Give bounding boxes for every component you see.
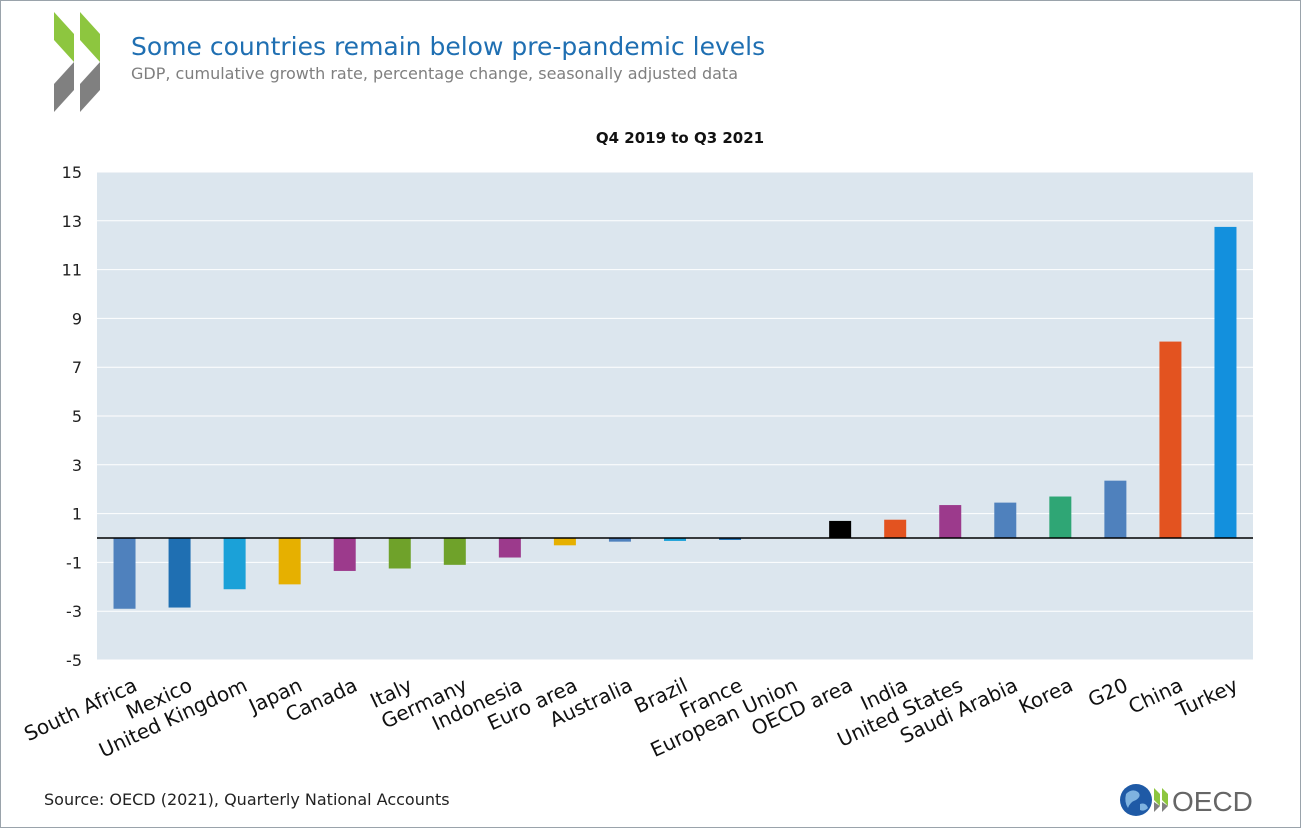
oecd-chevron-logo-icon (54, 12, 100, 112)
y-tick-label: -5 (66, 651, 82, 670)
y-tick-label: 13 (62, 212, 82, 231)
globe-icon (1120, 784, 1152, 816)
y-tick-label: 3 (72, 456, 82, 475)
source-note: Source: OECD (2021), Quarterly National … (44, 790, 450, 809)
y-tick-label: -3 (66, 602, 82, 621)
chart-title: Some countries remain below pre-pandemic… (131, 32, 766, 61)
y-tick-label: 5 (72, 407, 82, 426)
bar (388, 538, 411, 569)
bar (719, 538, 742, 540)
y-tick-label: 11 (62, 261, 82, 280)
bar (829, 520, 852, 538)
bar (994, 502, 1017, 538)
chart-heading: Q4 2019 to Q3 2021 (596, 129, 764, 147)
x-tick-label: G20 (1084, 673, 1131, 712)
chevron-mark-icon (1154, 788, 1168, 812)
bar (1159, 341, 1182, 538)
bar (443, 538, 466, 565)
bar (1049, 496, 1072, 538)
x-tick-label: Turkey (1172, 673, 1242, 723)
bar (498, 538, 521, 558)
y-tick-label: -1 (66, 553, 82, 572)
bar (664, 538, 686, 541)
oecd-brand-logo: OECD (1120, 784, 1253, 817)
bar (223, 538, 246, 590)
y-tick-label: 9 (72, 309, 82, 328)
bar (1104, 480, 1127, 538)
y-tick-label: 7 (72, 358, 82, 377)
bar (884, 519, 907, 538)
chart-subtitle: GDP, cumulative growth rate, percentage … (131, 64, 739, 83)
bar (553, 538, 576, 546)
bar (333, 538, 356, 571)
bar (608, 538, 631, 542)
y-tick-label: 15 (62, 163, 82, 182)
bar (1214, 226, 1237, 538)
y-tick-label: 1 (72, 505, 82, 524)
bar (113, 538, 136, 609)
bar (278, 538, 301, 585)
bar (168, 538, 191, 608)
bar (939, 505, 962, 538)
brand-text: OECD (1172, 786, 1253, 817)
x-tick-label: Korea (1015, 673, 1077, 719)
